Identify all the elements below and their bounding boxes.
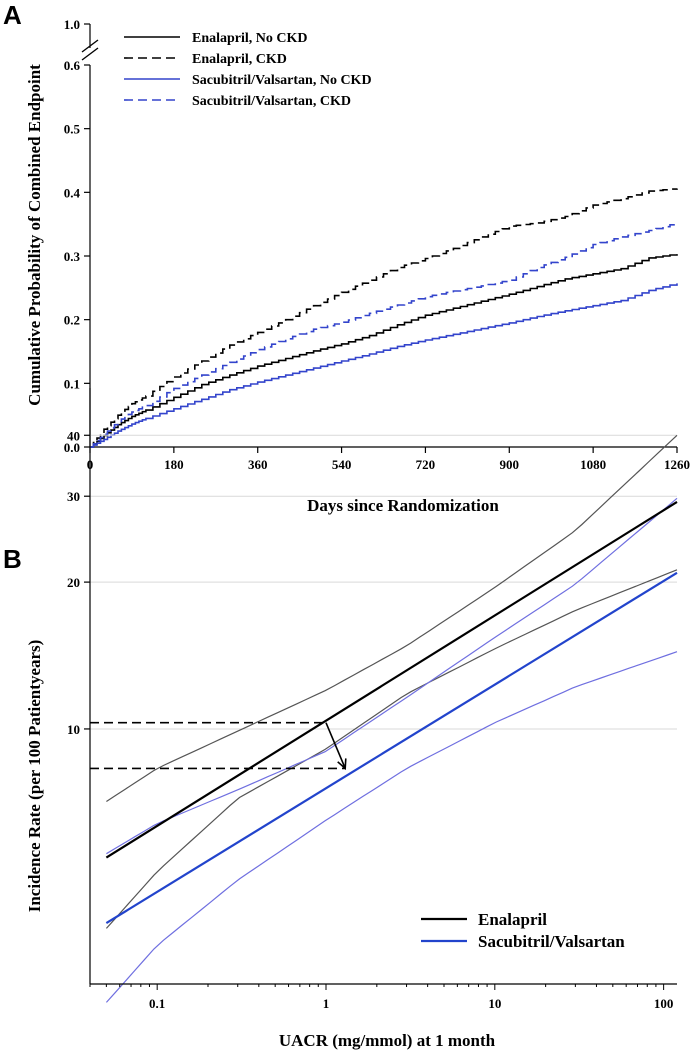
y-tick-label: 30 bbox=[67, 489, 80, 504]
x-tick-label: 540 bbox=[332, 457, 352, 472]
panel-b-grid bbox=[90, 434, 677, 730]
y-tick-label: 0.4 bbox=[64, 185, 81, 200]
x-tick-label: 100 bbox=[654, 996, 674, 1011]
x-tick-label: 10 bbox=[488, 996, 501, 1011]
panel-b: B 0.1 1 10 100 10 20 30 40 Enalapril Sacubitril/… bbox=[3, 388, 678, 1050]
legend-label: Enalapril bbox=[478, 910, 547, 929]
panel-b-reference-lines bbox=[90, 721, 347, 771]
y-tick-label: 0.2 bbox=[64, 313, 80, 328]
y-tick-label: 1.0 bbox=[64, 17, 80, 32]
arrow-shaft bbox=[325, 722, 346, 769]
x-tick-label: 1260 bbox=[664, 457, 690, 472]
confidence-band-lower bbox=[105, 651, 678, 1003]
y-tick-label: 10 bbox=[67, 722, 80, 737]
panel-b-confidence-bands bbox=[105, 434, 678, 1003]
legend-label: Sacubitril/Valsartan, CKD bbox=[192, 94, 351, 109]
confidence-band-upper bbox=[106, 434, 678, 803]
confidence-band-upper bbox=[106, 497, 678, 855]
panel-a-legend: Enalapril, No CKD Enalapril, CKD Sacubitri… bbox=[124, 31, 372, 109]
panel-b-series bbox=[105, 501, 678, 924]
x-tick-label: 180 bbox=[164, 457, 184, 472]
series-line bbox=[90, 222, 678, 448]
panel-a-axes: 0180360540720900108012600.00.10.20.30.40… bbox=[64, 17, 690, 472]
x-tick-label: 0.1 bbox=[149, 996, 165, 1011]
x-tick-label: 900 bbox=[500, 457, 520, 472]
y-tick-label: 0.6 bbox=[64, 58, 81, 73]
panel-b-y-axis-label: Incidence Rate (per 100 Patientyears) bbox=[25, 640, 44, 913]
y-tick-label: 0.0 bbox=[64, 440, 80, 455]
x-tick-label: 1 bbox=[323, 996, 330, 1011]
panel-a-y-axis-label: Cumulative Probability of Combined Endpo… bbox=[25, 64, 44, 406]
panel-a: A 0180360540720900108012600.00.10.20.30.… bbox=[3, 0, 690, 515]
arrow-head bbox=[337, 758, 347, 771]
panel-a-series bbox=[90, 188, 678, 448]
y-tick-label: 0.5 bbox=[64, 122, 81, 137]
panel-b-axes: 0.1 1 10 100 10 20 30 40 bbox=[67, 388, 677, 1011]
y-tick-label: 0.1 bbox=[64, 376, 80, 391]
series-line bbox=[90, 283, 678, 448]
series-line bbox=[90, 254, 678, 448]
x-tick-label: 360 bbox=[248, 457, 268, 472]
legend-label: Sacubitril/Valsartan bbox=[478, 932, 625, 951]
axis-break-mark bbox=[81, 47, 99, 61]
x-tick-label: 1080 bbox=[580, 457, 606, 472]
y-tick-label: 0.3 bbox=[64, 249, 81, 264]
legend-label: Sacubitril/Valsartan, No CKD bbox=[192, 73, 372, 88]
series-line bbox=[105, 501, 678, 859]
series-line bbox=[105, 571, 678, 924]
legend-label: Enalapril, CKD bbox=[192, 52, 287, 67]
panel-b-x-axis-label: UACR (mg/mmol) at 1 month bbox=[279, 1031, 496, 1050]
confidence-band-lower bbox=[105, 569, 678, 929]
axis-break-mark bbox=[81, 39, 99, 53]
panel-a-x-axis-label: Days since Randomization bbox=[307, 496, 499, 515]
y-tick-label: 20 bbox=[67, 575, 80, 590]
series-line bbox=[90, 188, 678, 448]
legend-label: Enalapril, No CKD bbox=[192, 31, 308, 46]
panel-label-b: B bbox=[3, 544, 22, 574]
y-tick-label: 40 bbox=[67, 428, 80, 443]
x-tick-label: 720 bbox=[416, 457, 436, 472]
panel-label-a: A bbox=[3, 0, 22, 30]
panel-b-legend: Enalapril Sacubitril/Valsartan bbox=[421, 910, 625, 951]
